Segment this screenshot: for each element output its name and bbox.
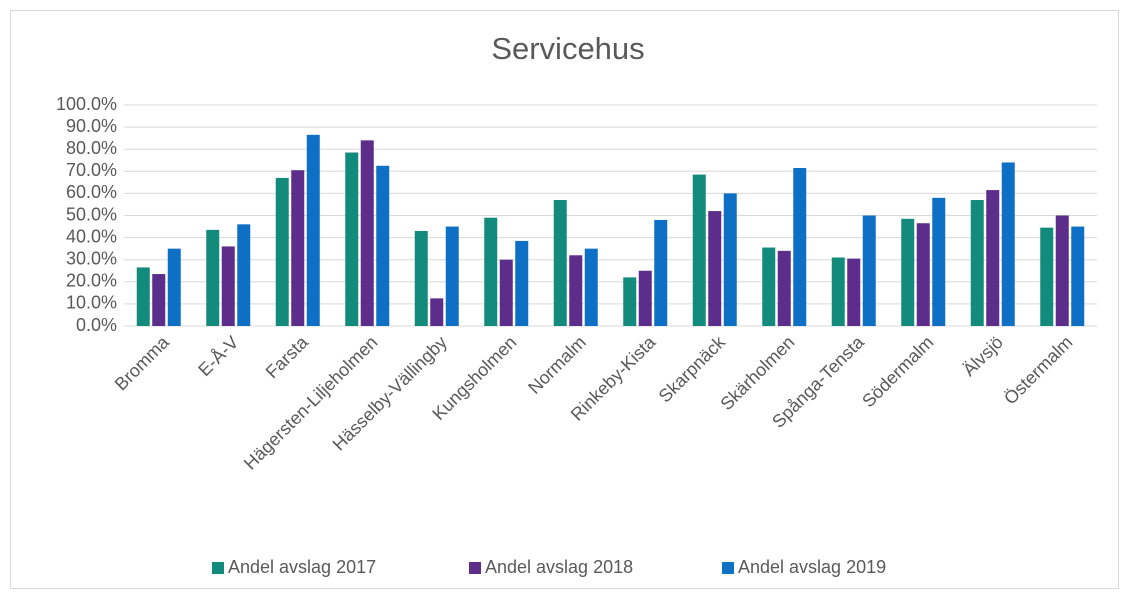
- bar: [762, 247, 776, 326]
- y-tick-label: 80.0%: [66, 138, 117, 158]
- bar: [376, 165, 390, 326]
- bar: [623, 277, 637, 326]
- bar: [932, 197, 946, 326]
- bar: [638, 270, 652, 326]
- bar: [445, 226, 459, 326]
- bar: [1001, 162, 1015, 326]
- bar: [970, 200, 984, 326]
- y-tick-label: 30.0%: [66, 248, 117, 268]
- bar: [847, 258, 861, 326]
- bar: [831, 257, 845, 326]
- chart-title: Servicehus: [491, 31, 644, 66]
- bar: [654, 219, 668, 326]
- legend-marker: [469, 562, 481, 574]
- bar: [916, 223, 930, 326]
- y-tick-label: 100.0%: [56, 94, 117, 114]
- bar: [306, 134, 320, 326]
- bar: [553, 200, 567, 326]
- bar: [430, 298, 444, 326]
- y-tick-label: 20.0%: [66, 271, 117, 291]
- bar: [221, 246, 235, 326]
- y-tick-label: 60.0%: [66, 182, 117, 202]
- bar: [901, 218, 915, 326]
- bar: [692, 174, 706, 326]
- bar: [862, 215, 876, 326]
- y-tick-label: 90.0%: [66, 116, 117, 136]
- legend-marker: [212, 562, 224, 574]
- bar: [723, 193, 737, 326]
- y-tick-label: 50.0%: [66, 204, 117, 224]
- bar: [237, 224, 251, 326]
- legend-label: Andel avslag 2018: [485, 557, 633, 577]
- bar: [1071, 226, 1085, 326]
- y-tick-label: 10.0%: [66, 293, 117, 313]
- bar: [793, 167, 807, 326]
- bar: [345, 152, 359, 326]
- bar: [360, 140, 374, 326]
- bar: [167, 248, 181, 326]
- legend-label: Andel avslag 2019: [738, 557, 886, 577]
- bar: [708, 211, 722, 326]
- y-tick-label: 70.0%: [66, 160, 117, 180]
- bar: [499, 259, 513, 326]
- bar: [584, 248, 598, 326]
- bar: [136, 267, 150, 326]
- bar: [777, 250, 791, 326]
- bar: [206, 229, 220, 326]
- bar: [152, 274, 166, 326]
- legend-label: Andel avslag 2017: [228, 557, 376, 577]
- y-tick-label: 40.0%: [66, 226, 117, 246]
- bar: [986, 190, 1000, 326]
- bar: [275, 177, 289, 326]
- legend-marker: [722, 562, 734, 574]
- bar: [1040, 227, 1054, 326]
- bar: [569, 255, 583, 326]
- y-tick-label: 0.0%: [76, 315, 117, 335]
- bar: [291, 170, 305, 326]
- bar: [1055, 215, 1069, 326]
- bar: [484, 217, 498, 326]
- bar: [414, 230, 428, 326]
- bar: [515, 240, 529, 326]
